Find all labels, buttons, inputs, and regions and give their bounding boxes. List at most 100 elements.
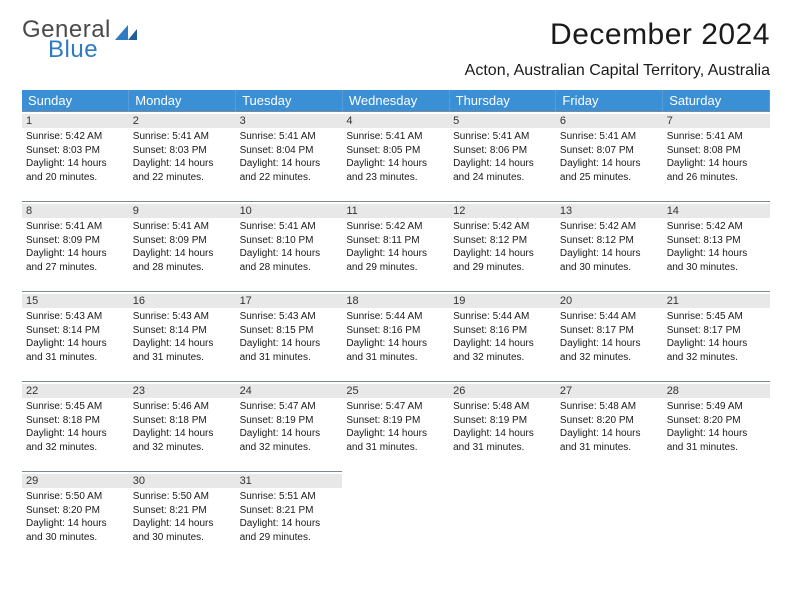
day-cell: 3 Sunrise: 5:41 AMSunset: 8:04 PMDaylight… — [236, 112, 343, 202]
day-details: Sunrise: 5:44 AMSunset: 8:16 PMDaylight:… — [453, 310, 552, 364]
day-details: Sunrise: 5:41 AMSunset: 8:04 PMDaylight:… — [240, 130, 339, 184]
day-number: 26 — [449, 384, 556, 398]
day-number: 29 — [22, 474, 129, 488]
day-details: Sunrise: 5:44 AMSunset: 8:16 PMDaylight:… — [346, 310, 445, 364]
day-number: 12 — [449, 204, 556, 218]
week-row: 22Sunrise: 5:45 AMSunset: 8:18 PMDayligh… — [22, 382, 770, 472]
day-cell — [342, 472, 449, 562]
day-cell: 13Sunrise: 5:42 AMSunset: 8:12 PMDayligh… — [556, 202, 663, 292]
logo-mark-icon — [115, 22, 141, 49]
day-number: 30 — [129, 474, 236, 488]
day-number: 19 — [449, 294, 556, 308]
day-cell: 30Sunrise: 5:50 AMSunset: 8:21 PMDayligh… — [129, 472, 236, 562]
day-cell: 24 Sunrise: 5:47 AMSunset: 8:19 PMDayligh… — [236, 382, 343, 472]
day-details: Sunrise: 5:41 AMSunset: 8:03 PMDaylight:… — [133, 130, 232, 184]
day-cell — [449, 472, 556, 562]
day-cell: 4 Sunrise: 5:41 AMSunset: 8:05 PMDaylight… — [342, 112, 449, 202]
day-details: Sunrise: 5:41 AMSunset: 8:05 PMDaylight:… — [346, 130, 445, 184]
day-details: Sunrise: 5:51 AMSunset: 8:21 PMDaylight:… — [240, 490, 339, 544]
day-details: Sunrise: 5:44 AMSunset: 8:17 PMDaylight:… — [560, 310, 659, 364]
day-cell: 26 Sunrise: 5:48 AMSunset: 8:19 PMDayligh… — [449, 382, 556, 472]
day-cell: 28Sunrise: 5:49 AMSunset: 8:20 PMDayligh… — [663, 382, 770, 472]
day-number: 25 — [342, 384, 449, 398]
day-details: Sunrise: 5:41 AMSunset: 8:07 PMDaylight:… — [560, 130, 659, 184]
day-number: 2 — [129, 114, 236, 128]
day-cell: 21 Sunrise: 5:45 AMSunset: 8:17 PMDayligh… — [663, 292, 770, 382]
dayname-saturday: Saturday — [663, 90, 770, 112]
day-number: 16 — [129, 294, 236, 308]
day-details: Sunrise: 5:45 AMSunset: 8:17 PMDaylight:… — [667, 310, 766, 364]
day-cell: 14 Sunrise: 5:42 AMSunset: 8:13 PMDayligh… — [663, 202, 770, 292]
day-number: 14 — [663, 204, 770, 218]
dayname-thursday: Thursday — [449, 90, 556, 112]
location: Acton, Australian Capital Territory, Aus… — [465, 62, 770, 80]
day-number: 5 — [449, 114, 556, 128]
day-details: Sunrise: 5:47 AMSunset: 8:19 PMDaylight:… — [346, 400, 445, 454]
day-details: Sunrise: 5:42 AMSunset: 8:03 PMDaylight:… — [26, 130, 125, 184]
day-number: 20 — [556, 294, 663, 308]
calendar-head: SundayMondayTuesdayWednesdayThursdayFrid… — [22, 90, 770, 112]
day-number: 11 — [342, 204, 449, 218]
day-details: Sunrise: 5:41 AMSunset: 8:10 PMDaylight:… — [240, 220, 339, 274]
dayname-tuesday: Tuesday — [236, 90, 343, 112]
week-row: 29Sunrise: 5:50 AMSunset: 8:20 PMDayligh… — [22, 472, 770, 562]
day-cell: 18 Sunrise: 5:44 AMSunset: 8:16 PMDayligh… — [342, 292, 449, 382]
dayname-monday: Monday — [129, 90, 236, 112]
day-details: Sunrise: 5:47 AMSunset: 8:19 PMDaylight:… — [240, 400, 339, 454]
day-cell: 25 Sunrise: 5:47 AMSunset: 8:19 PMDayligh… — [342, 382, 449, 472]
day-details: Sunrise: 5:46 AMSunset: 8:18 PMDaylight:… — [133, 400, 232, 454]
day-cell: 22Sunrise: 5:45 AMSunset: 8:18 PMDayligh… — [22, 382, 129, 472]
day-details: Sunrise: 5:45 AMSunset: 8:18 PMDaylight:… — [26, 400, 125, 454]
day-cell: 16 Sunrise: 5:43 AMSunset: 8:14 PMDayligh… — [129, 292, 236, 382]
day-number: 13 — [556, 204, 663, 218]
title-block: December 2024 Acton, Australian Capital … — [465, 18, 770, 80]
day-number: 31 — [236, 474, 343, 488]
day-number: 8 — [22, 204, 129, 218]
day-cell: 2 Sunrise: 5:41 AMSunset: 8:03 PMDaylight… — [129, 112, 236, 202]
day-details: Sunrise: 5:48 AMSunset: 8:19 PMDaylight:… — [453, 400, 552, 454]
day-number: 7 — [663, 114, 770, 128]
day-number: 24 — [236, 384, 343, 398]
day-details: Sunrise: 5:43 AMSunset: 8:15 PMDaylight:… — [240, 310, 339, 364]
day-details: Sunrise: 5:42 AMSunset: 8:11 PMDaylight:… — [346, 220, 445, 274]
day-cell: 1Sunrise: 5:42 AMSunset: 8:03 PMDaylight… — [22, 112, 129, 202]
day-cell: 11 Sunrise: 5:42 AMSunset: 8:11 PMDayligh… — [342, 202, 449, 292]
day-details: Sunrise: 5:41 AMSunset: 8:09 PMDaylight:… — [133, 220, 232, 274]
logo-text: General Blue — [22, 18, 111, 62]
calendar-page: General Blue December 2024 Acton, Austra… — [0, 0, 792, 562]
day-details: Sunrise: 5:43 AMSunset: 8:14 PMDaylight:… — [26, 310, 125, 364]
header: General Blue December 2024 Acton, Austra… — [22, 18, 770, 86]
day-number: 18 — [342, 294, 449, 308]
day-cell: 12 Sunrise: 5:42 AMSunset: 8:12 PMDayligh… — [449, 202, 556, 292]
month-title: December 2024 — [465, 18, 770, 52]
week-row: 1Sunrise: 5:42 AMSunset: 8:03 PMDaylight… — [22, 112, 770, 202]
day-number: 4 — [342, 114, 449, 128]
day-details: Sunrise: 5:41 AMSunset: 8:08 PMDaylight:… — [667, 130, 766, 184]
day-details: Sunrise: 5:41 AMSunset: 8:06 PMDaylight:… — [453, 130, 552, 184]
day-number: 21 — [663, 294, 770, 308]
day-cell: 19 Sunrise: 5:44 AMSunset: 8:16 PMDayligh… — [449, 292, 556, 382]
day-number: 3 — [236, 114, 343, 128]
day-number: 17 — [236, 294, 343, 308]
day-cell: 31 Sunrise: 5:51 AMSunset: 8:21 PMDayligh… — [236, 472, 343, 562]
week-row: 15 Sunrise: 5:43 AMSunset: 8:14 PMDayligh… — [22, 292, 770, 382]
day-cell: 8 Sunrise: 5:41 AMSunset: 8:09 PMDaylight… — [22, 202, 129, 292]
day-number: 15 — [22, 294, 129, 308]
week-row: 8 Sunrise: 5:41 AMSunset: 8:09 PMDaylight… — [22, 202, 770, 292]
day-details: Sunrise: 5:41 AMSunset: 8:09 PMDaylight:… — [26, 220, 125, 274]
day-cell: 7 Sunrise: 5:41 AMSunset: 8:08 PMDaylight… — [663, 112, 770, 202]
day-details: Sunrise: 5:49 AMSunset: 8:20 PMDaylight:… — [667, 400, 766, 454]
day-cell: 27Sunrise: 5:48 AMSunset: 8:20 PMDayligh… — [556, 382, 663, 472]
day-cell — [663, 472, 770, 562]
day-cell: 29Sunrise: 5:50 AMSunset: 8:20 PMDayligh… — [22, 472, 129, 562]
day-number: 10 — [236, 204, 343, 218]
day-details: Sunrise: 5:42 AMSunset: 8:13 PMDaylight:… — [667, 220, 766, 274]
day-number: 23 — [129, 384, 236, 398]
day-details: Sunrise: 5:43 AMSunset: 8:14 PMDaylight:… — [133, 310, 232, 364]
day-details: Sunrise: 5:42 AMSunset: 8:12 PMDaylight:… — [453, 220, 552, 274]
day-details: Sunrise: 5:48 AMSunset: 8:20 PMDaylight:… — [560, 400, 659, 454]
calendar-table: SundayMondayTuesdayWednesdayThursdayFrid… — [22, 90, 770, 562]
day-cell: 20 Sunrise: 5:44 AMSunset: 8:17 PMDayligh… — [556, 292, 663, 382]
dayname-sunday: Sunday — [22, 90, 129, 112]
day-cell: 5 Sunrise: 5:41 AMSunset: 8:06 PMDaylight… — [449, 112, 556, 202]
